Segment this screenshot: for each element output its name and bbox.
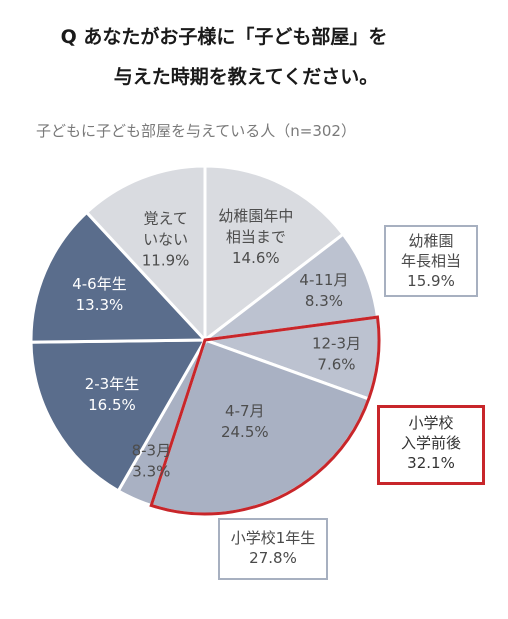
slice-value-label: 13.3% (76, 296, 124, 314)
slice-category-label: 4-11月 (299, 271, 348, 289)
slice-value-label: 7.6% (317, 356, 355, 374)
slice-category-label: いない (143, 231, 188, 249)
slice-category-label: 4-7月 (225, 402, 265, 420)
slice-category-label: 4-6年生 (72, 275, 127, 293)
group-label-value: 27.8% (249, 549, 297, 567)
question-title-line1: Q あなたがお子様に「子ども部屋」を (60, 26, 388, 48)
slice-value-label: 24.5% (221, 423, 269, 441)
group-label-line: 幼稚園 (408, 232, 454, 250)
question-title-line2: 与えた時期を教えてください。 (113, 66, 379, 88)
slice-value-label: 11.9% (142, 252, 190, 270)
group-label-yochien: 幼稚園 年長相当 15.9% (384, 225, 478, 297)
pie-slice-6 (29, 210, 209, 344)
group-label-line: 小学校 (408, 414, 454, 432)
highlight-outline (149, 315, 381, 516)
pie-slice-1 (199, 232, 380, 343)
slice-category-label: 幼稚園年中 (218, 207, 293, 225)
group-label-shogaku-nyugaku: 小学校 入学前後 32.1% (377, 405, 485, 485)
pie-slice-0 (203, 164, 346, 344)
slice-category-label: 12-3月 (312, 335, 361, 353)
group-label-line: 年長相当 (400, 252, 461, 270)
slice-category-label: 8-3月 (132, 441, 172, 459)
slice-value-label: 14.6% (232, 249, 280, 267)
slice-value-label: 3.3% (132, 462, 170, 480)
slice-category-label: 覚えて (143, 210, 187, 228)
group-label-line: 小学校1年生 (230, 529, 316, 547)
group-label-value: 15.9% (407, 272, 455, 290)
slice-value-label: 16.5% (88, 396, 136, 414)
group-label-value: 32.1% (407, 454, 455, 472)
slice-category-label: 相当まで (226, 228, 286, 246)
slice-value-label: 8.3% (305, 292, 343, 310)
pie-slice-7 (84, 164, 207, 344)
group-label-line: 入学前後 (400, 434, 461, 452)
slice-category-label: 2-3年生 (85, 375, 140, 393)
chart-subtitle: 子どもに子ども部屋を与えている人（n=302） (36, 122, 356, 140)
pie-slice-5 (29, 338, 208, 493)
group-label-first-grade: 小学校1年生 27.8% (218, 518, 328, 580)
